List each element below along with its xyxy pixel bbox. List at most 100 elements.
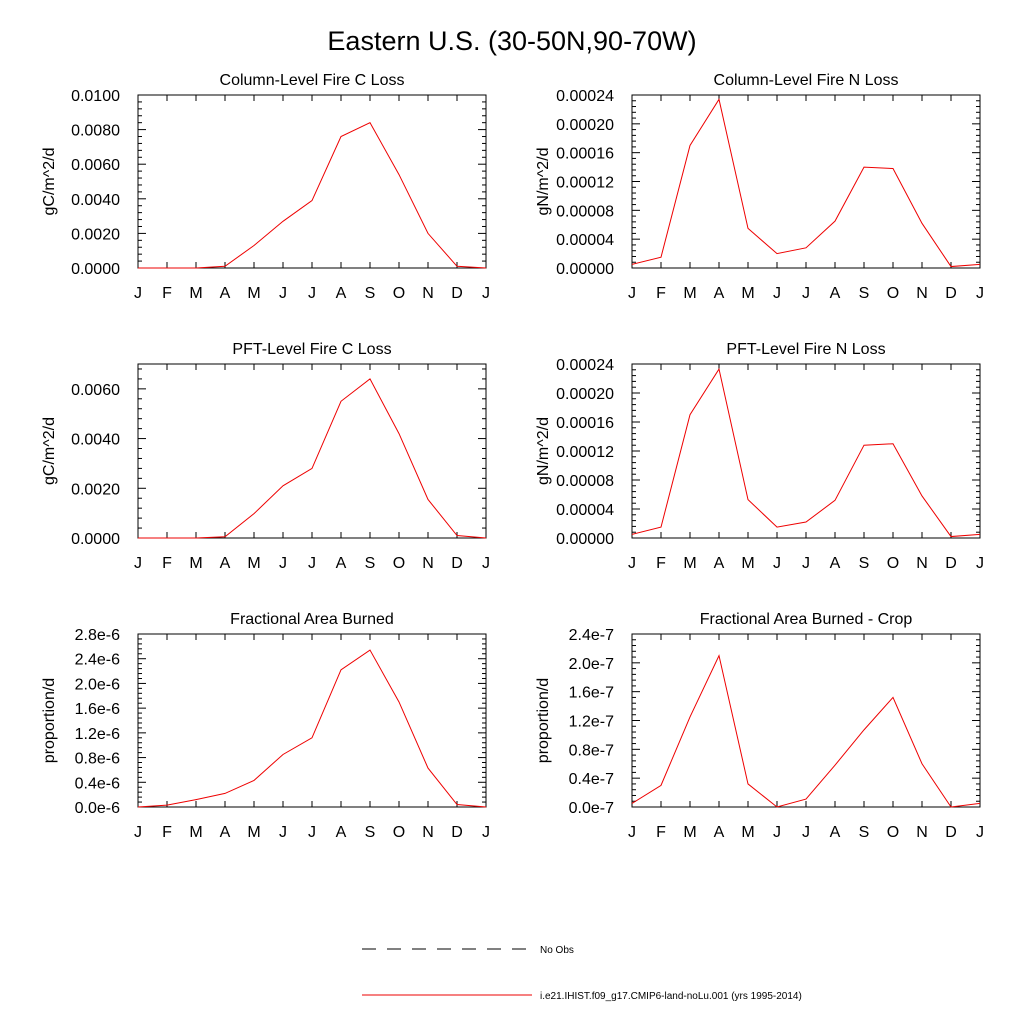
y-axis-label: proportion/d	[535, 678, 552, 763]
x-tick-label: A	[220, 555, 231, 572]
y-tick-label: 0.00024	[556, 357, 614, 374]
x-tick-label: A	[336, 285, 347, 302]
x-tick-label: S	[859, 555, 870, 572]
legend-label-model: i.e21.IHIST.f09_g17.CMIP6-land-noLu.001 …	[540, 991, 802, 1002]
x-tick-label: J	[628, 824, 636, 841]
x-tick-label: A	[830, 824, 841, 841]
y-tick-label: 2.4e-6	[75, 652, 120, 669]
y-tick-label: 0.00020	[556, 117, 614, 134]
series-line	[631, 654, 981, 808]
y-tick-label: 2.4e-7	[569, 627, 614, 644]
x-tick-label: J	[773, 555, 781, 572]
series-line	[138, 122, 487, 269]
x-tick-label: D	[451, 824, 463, 841]
x-tick-label: F	[656, 824, 666, 841]
legend-label-no-obs: No Obs	[540, 945, 574, 956]
x-tick-label: F	[656, 555, 666, 572]
x-tick-label: M	[189, 555, 202, 572]
y-tick-label: 0.0080	[71, 123, 120, 140]
x-tick-label: M	[683, 824, 696, 841]
x-tick-label: O	[887, 824, 899, 841]
y-tick-label: 0.4e-7	[569, 771, 614, 788]
x-tick-label: A	[714, 555, 725, 572]
panel-title: PFT-Level Fire N Loss	[726, 341, 885, 358]
x-tick-label: J	[134, 285, 142, 302]
y-tick-label: 0.0000	[71, 261, 120, 278]
x-tick-label: O	[393, 555, 405, 572]
y-tick-label: 0.00012	[556, 444, 614, 461]
y-tick-label: 0.0000	[71, 531, 120, 548]
x-tick-label: J	[308, 285, 316, 302]
x-tick-label: J	[976, 824, 984, 841]
y-tick-label: 0.00000	[556, 261, 614, 278]
plot-frame	[631, 363, 981, 539]
y-tick-label: 0.0e-6	[75, 800, 120, 817]
x-tick-label: J	[279, 285, 287, 302]
x-tick-label: M	[741, 285, 754, 302]
x-tick-label: O	[393, 824, 405, 841]
y-tick-label: 0.0020	[71, 226, 120, 243]
y-tick-label: 0.8e-7	[569, 742, 614, 759]
plot-frame	[631, 94, 981, 269]
x-tick-label: A	[830, 555, 841, 572]
x-tick-label: M	[189, 824, 202, 841]
x-tick-label: N	[422, 824, 434, 841]
x-tick-label: A	[336, 824, 347, 841]
y-tick-label: 0.00008	[556, 473, 614, 490]
y-tick-label: 2.0e-7	[569, 656, 614, 673]
x-tick-label: D	[945, 285, 957, 302]
x-tick-label: F	[656, 285, 666, 302]
x-tick-label: M	[189, 285, 202, 302]
x-tick-label: F	[162, 285, 172, 302]
y-tick-label: 1.2e-6	[75, 726, 120, 743]
panel-title: Fractional Area Burned	[230, 611, 394, 628]
x-tick-label: O	[887, 555, 899, 572]
x-tick-label: N	[422, 555, 434, 572]
x-tick-label: J	[628, 285, 636, 302]
x-tick-label: M	[683, 555, 696, 572]
chart-panel-6: Fractional Area Burned - Crop proportion/…	[535, 611, 984, 841]
x-tick-label: J	[976, 555, 984, 572]
y-tick-label: 0.00004	[556, 232, 614, 249]
y-tick-label: 2.0e-6	[75, 676, 120, 693]
x-tick-label: A	[220, 824, 231, 841]
x-tick-label: M	[247, 824, 260, 841]
y-tick-label: 1.6e-7	[569, 685, 614, 702]
x-tick-label: J	[802, 285, 810, 302]
x-tick-label: F	[162, 555, 172, 572]
x-tick-label: M	[741, 555, 754, 572]
series-line	[137, 649, 487, 808]
x-tick-label: J	[802, 555, 810, 572]
y-tick-label: 0.00008	[556, 203, 614, 220]
panel-title: PFT-Level Fire C Loss	[232, 341, 391, 358]
x-tick-label: J	[976, 285, 984, 302]
y-tick-label: 0.00020	[556, 386, 614, 403]
y-tick-label: 0.00004	[556, 502, 614, 519]
x-tick-label: J	[773, 824, 781, 841]
x-tick-label: M	[247, 555, 260, 572]
x-tick-label: J	[628, 555, 636, 572]
y-tick-label: 0.4e-6	[75, 775, 120, 792]
x-tick-label: D	[945, 824, 957, 841]
plot-frame	[137, 633, 487, 808]
x-tick-label: S	[859, 824, 870, 841]
x-tick-label: A	[336, 555, 347, 572]
x-tick-label: D	[451, 555, 463, 572]
panel-title: Fractional Area Burned - Crop	[700, 611, 913, 628]
y-tick-label: 2.8e-6	[75, 627, 120, 644]
panel-title: Column-Level Fire N Loss	[714, 72, 899, 89]
x-tick-label: D	[945, 555, 957, 572]
y-tick-label: 0.0040	[71, 432, 120, 449]
x-tick-label: N	[916, 285, 928, 302]
x-tick-label: J	[482, 824, 490, 841]
x-tick-label: J	[308, 824, 316, 841]
x-tick-label: J	[482, 285, 490, 302]
x-tick-label: J	[134, 555, 142, 572]
x-tick-label: S	[365, 824, 376, 841]
x-tick-label: A	[714, 824, 725, 841]
